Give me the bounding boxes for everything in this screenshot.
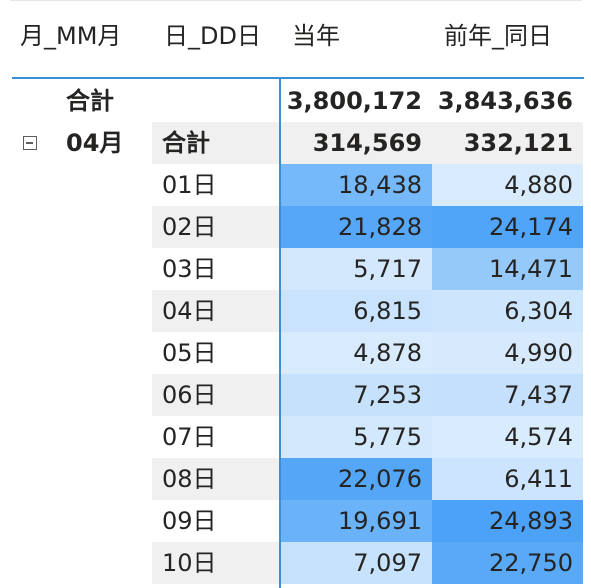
table-row: 09日 19,691 24,893 xyxy=(0,500,591,542)
day-label: 02日 xyxy=(152,206,279,248)
day-label: 09日 xyxy=(162,507,217,535)
current-year-value: 22,076 xyxy=(281,458,432,500)
grand-total-current: 3,800,172 xyxy=(286,87,422,115)
table-row: 05日 4,878 4,990 xyxy=(0,332,591,374)
day-label: 05日 xyxy=(162,339,217,367)
current-year-value: 4,878 xyxy=(281,332,432,374)
table-row: 07日 5,775 4,574 xyxy=(0,416,591,458)
prior-year-value: 24,893 xyxy=(432,500,583,542)
month-subtotal-label: 合計 xyxy=(152,122,583,164)
table-row: 10日 7,097 22,750 xyxy=(0,542,591,584)
grand-total-label: 合計 xyxy=(66,87,114,115)
current-year-value: 18,438 xyxy=(281,164,432,206)
grand-total-prior: 3,843,636 xyxy=(437,87,573,115)
prior-year-value: 7,437 xyxy=(432,374,583,416)
prior-year-value: 4,574 xyxy=(432,416,583,458)
header-current-year[interactable]: 当年 xyxy=(292,22,340,50)
current-year-value: 6,815 xyxy=(281,290,432,332)
header-divider xyxy=(12,77,584,79)
month-label: 04月 xyxy=(66,129,124,157)
current-year-value: 21,828 xyxy=(281,206,432,248)
table-row: 03日 5,717 14,471 xyxy=(0,248,591,290)
top-divider xyxy=(10,0,582,1)
day-label: 07日 xyxy=(162,423,217,451)
current-year-value: 19,691 xyxy=(281,500,432,542)
day-label: 10日 xyxy=(152,542,279,584)
day-label: 08日 xyxy=(152,458,279,500)
grand-total-row: 合計 3,800,172 3,843,636 xyxy=(0,80,591,122)
prior-year-value: 14,471 xyxy=(432,248,583,290)
current-year-value: 5,775 xyxy=(281,416,432,458)
prior-year-value: 4,990 xyxy=(432,332,583,374)
header-day[interactable]: 日_DD日 xyxy=(164,22,261,50)
table-row: 01日 18,438 4,880 xyxy=(0,164,591,206)
prior-year-value: 6,304 xyxy=(432,290,583,332)
day-label: 04日 xyxy=(152,290,279,332)
current-year-value: 7,253 xyxy=(281,374,432,416)
prior-year-value: 24,174 xyxy=(432,206,583,248)
column-divider xyxy=(279,79,281,588)
current-year-value: 5,717 xyxy=(281,248,432,290)
prior-year-value: 6,411 xyxy=(432,458,583,500)
month-subtotal-current: 314,569 xyxy=(312,129,422,157)
day-label: 03日 xyxy=(162,255,217,283)
table-row: 02日 21,828 24,174 xyxy=(0,206,591,248)
table-row: 06日 7,253 7,437 xyxy=(0,374,591,416)
day-label: 01日 xyxy=(162,171,217,199)
month-subtotal-prior: 332,121 xyxy=(463,129,573,157)
collapse-minus-icon[interactable] xyxy=(23,136,37,150)
header-month[interactable]: 月_MM月 xyxy=(20,22,122,50)
day-label: 06日 xyxy=(152,374,279,416)
prior-year-value: 22,750 xyxy=(432,542,583,584)
current-year-value: 7,097 xyxy=(281,542,432,584)
month-subtotal-row: 04月 合計 314,569 332,121 xyxy=(0,122,591,164)
prior-year-value: 4,880 xyxy=(432,164,583,206)
table-row: 08日 22,076 6,411 xyxy=(0,458,591,500)
table-row: 04日 6,815 6,304 xyxy=(0,290,591,332)
header-prior-year[interactable]: 前年_同日 xyxy=(444,22,552,50)
